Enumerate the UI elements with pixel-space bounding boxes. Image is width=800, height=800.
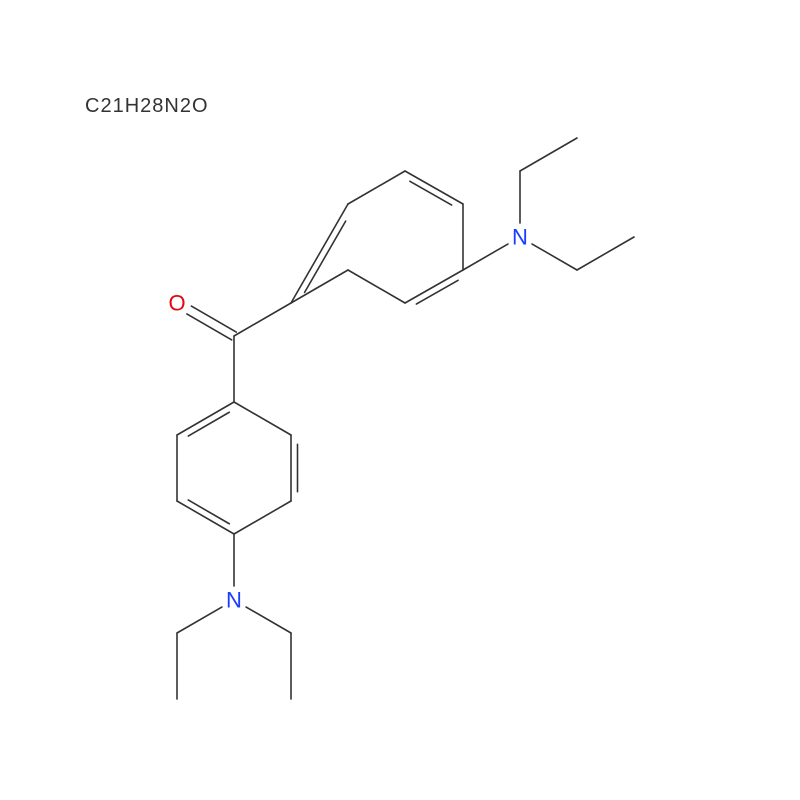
bond [305,221,346,292]
bond [177,607,222,633]
bond [191,306,236,332]
bond [246,607,291,633]
bond [177,402,234,435]
bond [577,237,634,270]
bond [532,244,577,270]
bond [187,314,232,340]
bond [291,270,348,303]
structure-diagram: O N N [0,0,800,800]
bond [520,138,577,171]
bond [405,171,463,204]
atom-n: N [226,588,242,613]
bond [291,204,348,303]
bond [234,402,291,435]
bond [348,171,405,204]
bond [234,303,291,336]
bond [405,270,463,303]
bond [234,501,291,534]
bond [463,244,508,270]
bond [177,501,234,534]
bond [348,270,405,303]
atom-o: O [168,291,185,316]
atom-n: N [512,225,528,250]
